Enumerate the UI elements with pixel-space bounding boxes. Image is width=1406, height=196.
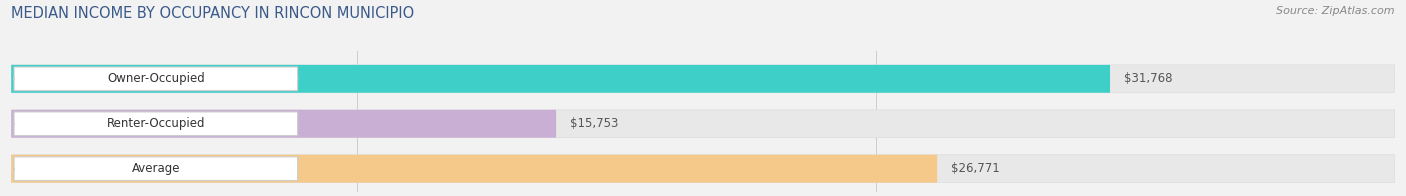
Text: Renter-Occupied: Renter-Occupied [107,117,205,130]
FancyBboxPatch shape [11,65,1109,93]
Text: Source: ZipAtlas.com: Source: ZipAtlas.com [1277,6,1395,16]
Text: $26,771: $26,771 [950,162,1000,175]
Text: Average: Average [132,162,180,175]
FancyBboxPatch shape [11,155,1395,183]
FancyBboxPatch shape [14,112,298,136]
FancyBboxPatch shape [14,67,298,91]
Text: Owner-Occupied: Owner-Occupied [107,72,205,85]
FancyBboxPatch shape [11,110,557,138]
Text: $15,753: $15,753 [569,117,619,130]
FancyBboxPatch shape [11,110,1395,138]
FancyBboxPatch shape [14,157,298,181]
Text: MEDIAN INCOME BY OCCUPANCY IN RINCON MUNICIPIO: MEDIAN INCOME BY OCCUPANCY IN RINCON MUN… [11,6,415,21]
FancyBboxPatch shape [11,65,1395,93]
Text: $31,768: $31,768 [1123,72,1173,85]
FancyBboxPatch shape [11,155,938,183]
